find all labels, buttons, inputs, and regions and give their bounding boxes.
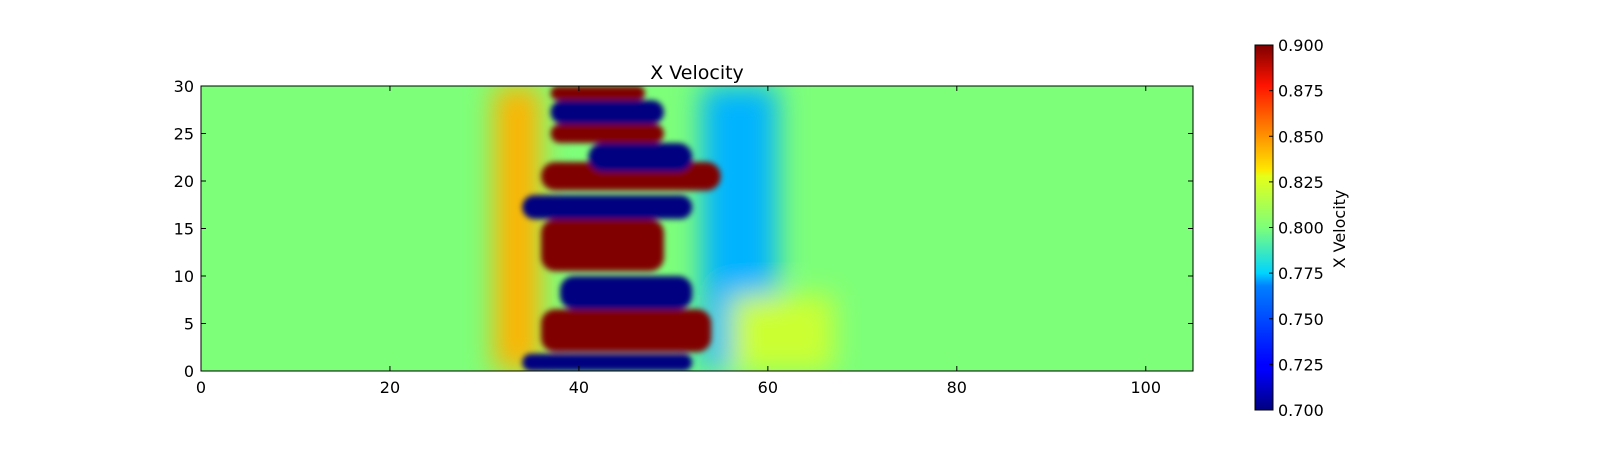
colorbar-tick-label: 0.875 xyxy=(1278,82,1324,101)
colorbar-tick-label: 0.775 xyxy=(1278,264,1324,283)
wake-band xyxy=(560,276,693,310)
y-tick-label: 5 xyxy=(184,315,194,334)
colorbar-tick-label: 0.825 xyxy=(1278,173,1324,192)
colorbar-label: X Velocity xyxy=(1330,190,1349,269)
wake-band xyxy=(541,219,664,272)
y-tick-label: 0 xyxy=(184,362,194,381)
x-axis: 0 20 40 60 80 100 xyxy=(196,86,1161,397)
colorbar-tick-label: 0.725 xyxy=(1278,355,1324,374)
y-axis: 0 5 10 15 20 25 30 xyxy=(174,77,1193,381)
x-tick-label: 40 xyxy=(569,378,589,397)
y-tick-label: 10 xyxy=(174,267,194,286)
wake-halo-warm xyxy=(493,86,542,371)
colorbar-tick-label: 0.750 xyxy=(1278,310,1324,329)
colorbar: 0.700 0.725 0.750 0.775 0.800 0.825 0.850 0.875… xyxy=(1254,36,1349,420)
wake-band xyxy=(550,100,664,124)
plot-area xyxy=(201,86,1193,371)
y-tick-label: 15 xyxy=(174,220,194,239)
x-tick-label: 80 xyxy=(947,378,967,397)
y-tick-label: 30 xyxy=(174,77,194,96)
colorbar-tick-label: 0.800 xyxy=(1278,219,1324,238)
colorbar-tick-label: 0.900 xyxy=(1278,36,1324,55)
x-tick-label: 0 xyxy=(196,378,206,397)
wake-halo-downstream xyxy=(730,295,834,371)
chart-title: X Velocity xyxy=(650,62,744,84)
wake-band xyxy=(550,86,646,101)
colorbar-tick-label: 0.700 xyxy=(1278,401,1324,420)
wake-band xyxy=(541,309,712,352)
x-tick-label: 60 xyxy=(758,378,778,397)
wake-band-layer xyxy=(522,86,721,371)
wake-band xyxy=(522,195,693,219)
x-tick-label: 100 xyxy=(1130,378,1161,397)
wake-glow-layer xyxy=(493,86,834,371)
wake-band xyxy=(588,143,693,172)
wake-band xyxy=(550,124,664,143)
y-tick-label: 20 xyxy=(174,172,194,191)
colorbar-ticks: 0.700 0.725 0.750 0.775 0.800 0.825 0.850 0.875… xyxy=(1269,36,1324,420)
y-tick-label: 25 xyxy=(174,125,194,144)
colorbar-tick-label: 0.850 xyxy=(1278,127,1324,146)
wake-band xyxy=(522,353,693,371)
x-tick-label: 20 xyxy=(380,378,400,397)
